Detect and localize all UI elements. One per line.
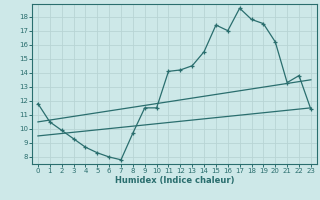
X-axis label: Humidex (Indice chaleur): Humidex (Indice chaleur) xyxy=(115,176,234,185)
